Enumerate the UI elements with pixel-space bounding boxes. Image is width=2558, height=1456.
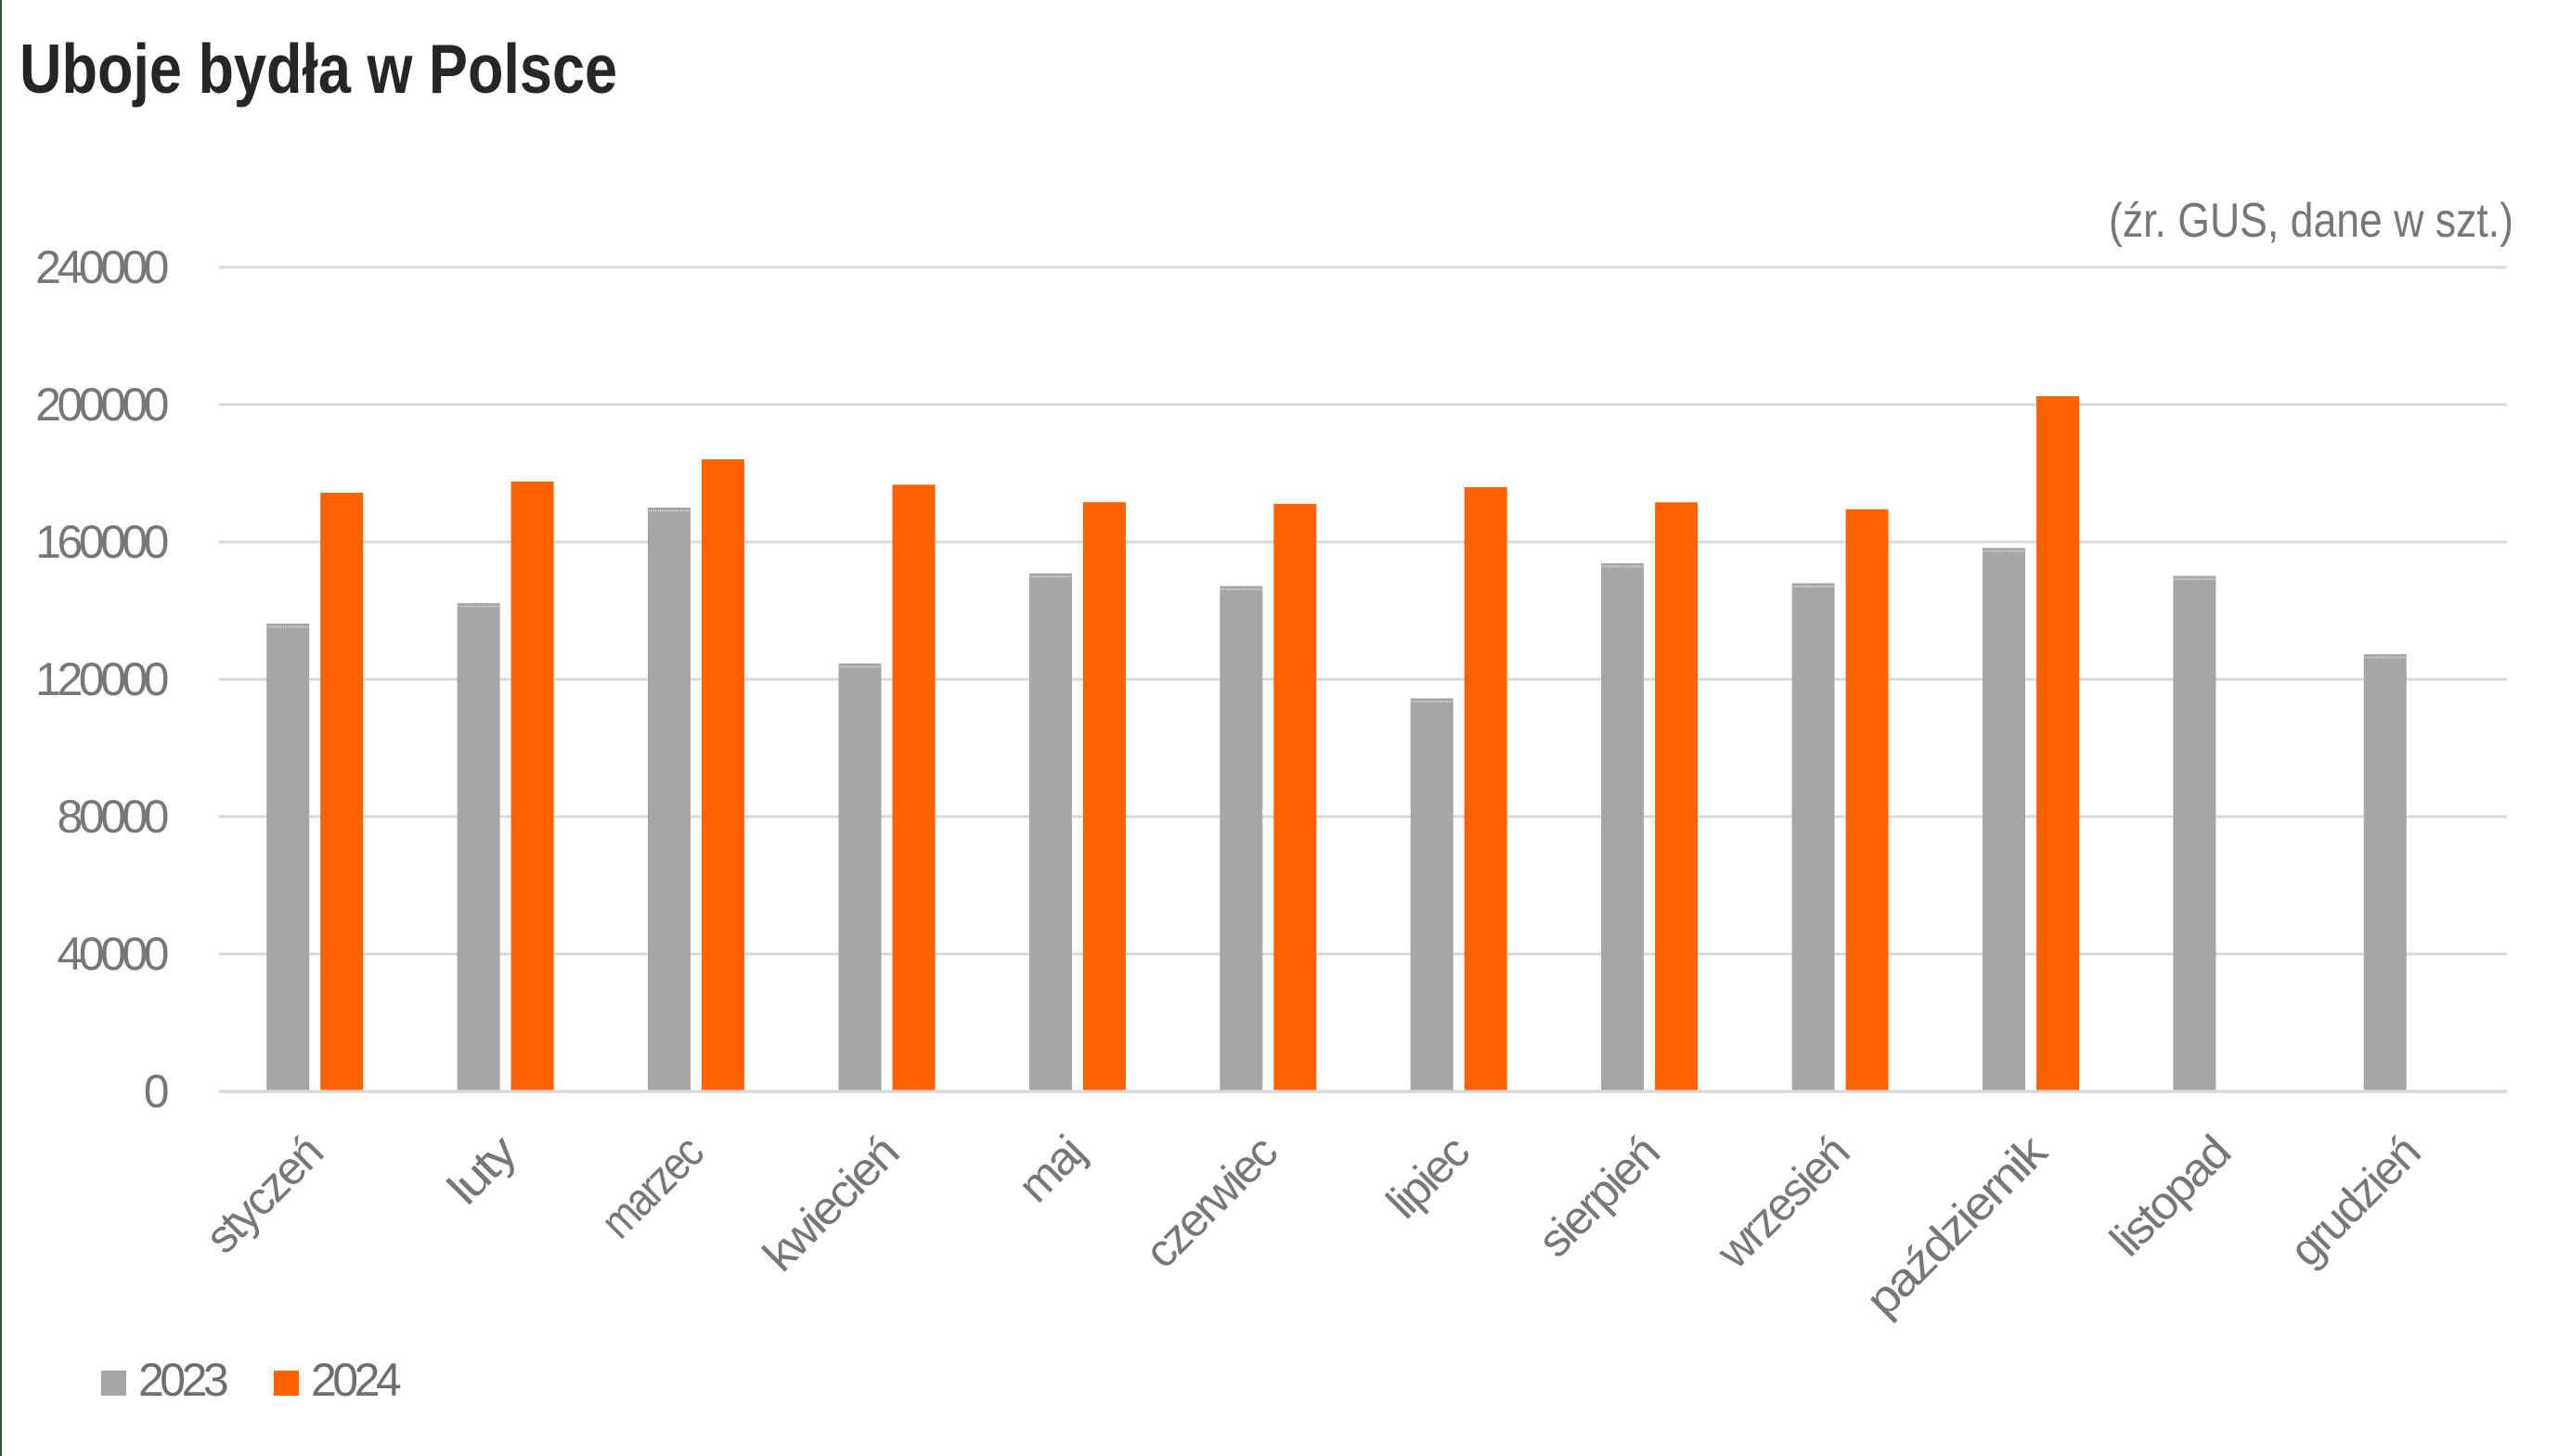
svg-text:(źr. GUS, dane w szt.): (źr. GUS, dane w szt.) [2109,194,2513,248]
svg-text:80000: 80000 [57,791,167,843]
svg-text:40000: 40000 [57,928,167,980]
svg-text:2023: 2023 [138,1354,227,1406]
svg-text:0: 0 [144,1065,168,1117]
svg-text:200000: 200000 [35,379,168,431]
svg-text:2024: 2024 [311,1354,401,1406]
svg-text:160000: 160000 [35,516,168,568]
svg-text:120000: 120000 [35,653,168,705]
svg-text:Uboje bydła w Polsce: Uboje bydła w Polsce [19,30,617,108]
svg-text:240000: 240000 [35,241,168,293]
